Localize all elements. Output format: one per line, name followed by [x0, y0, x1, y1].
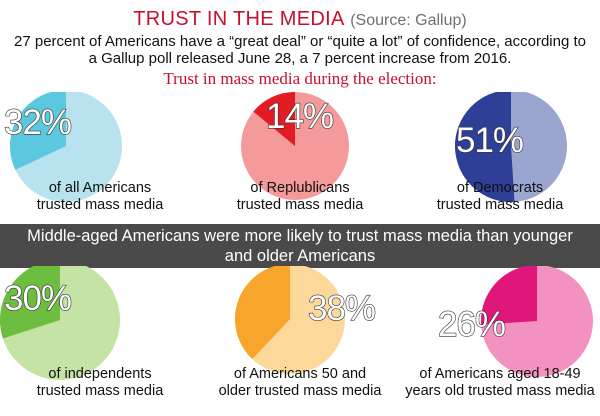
subtitle: 27 percent of Americans have a “great de… — [14, 33, 586, 67]
pie-caption-line: of Americans 50 and — [233, 366, 367, 382]
pie-caption-line: trusted mass media — [236, 197, 364, 213]
pie-caption-line: of Replublicans — [250, 180, 350, 196]
section-title: Trust in mass media during the election: — [163, 69, 437, 88]
pie-slice — [10, 92, 66, 170]
page-title: TRUST IN THE MEDIA — [133, 8, 345, 30]
infographic: TRUST IN THE MEDIA (Source: Gallup) 27 p… — [0, 0, 600, 399]
pie-slice — [253, 92, 295, 146]
pie-slice — [235, 266, 290, 360]
title-line: TRUST IN THE MEDIA (Source: Gallup) — [0, 8, 600, 32]
pie-caption-line: years old trusted mass media — [405, 383, 595, 399]
pie-caption-line: older trusted mass media — [218, 383, 382, 399]
pie-caption: of independents trusted mass media — [0, 366, 200, 400]
pie-caption: of Democrats trusted mass media — [400, 180, 600, 214]
pie-slice — [481, 266, 537, 325]
pie-caption-line: trusted mass media — [436, 197, 564, 213]
pie-panel: 26% of Americans aged 18-49 years old trus… — [400, 266, 600, 416]
pie-caption: of all Americans trusted mass media — [0, 180, 200, 214]
pie-caption-line: of all Americans — [48, 180, 152, 196]
pie-percent-label: 38% — [307, 289, 376, 328]
pie-percent-label: 14% — [265, 97, 334, 136]
pie-percent-label: 26% — [437, 305, 506, 344]
pie-slice — [0, 266, 60, 339]
pie-caption: of Replublicans trusted mass media — [200, 180, 400, 214]
pie-caption: of Americans 50 and older trusted mass me… — [200, 366, 400, 400]
pie-caption-line: trusted mass media — [36, 383, 164, 399]
pie-panel: 51% of Democrats trusted mass media — [400, 92, 600, 242]
pie-chart — [235, 266, 345, 374]
pie-chart — [10, 92, 122, 202]
pie-chart — [481, 266, 593, 377]
pie-percent-label: 32% — [3, 103, 72, 142]
pie-panel: 14% of Replublicans trusted mass media — [200, 92, 400, 242]
pie-caption-line: of independents — [48, 366, 152, 382]
pie-panel: 32% of all Americans trusted mass media — [0, 92, 200, 242]
band-text: Middle-aged Americans were more likely t… — [27, 227, 573, 265]
pie-percent-label: 30% — [3, 279, 72, 318]
pie-chart — [455, 92, 567, 202]
source-note: (Source: Gallup) — [350, 12, 467, 29]
pie-percent-label: 51% — [455, 121, 524, 160]
pie-panel: 30% of independents trusted mass media — [0, 266, 200, 416]
pie-caption-line: of Americans aged 18-49 — [419, 366, 581, 382]
pie-caption-line: trusted mass media — [36, 197, 164, 213]
pie-chart — [241, 92, 349, 200]
pie-caption: of Americans aged 18-49 years old trusted… — [400, 366, 600, 400]
pie-panel: 38% of Americans 50 and older trusted mass… — [200, 266, 400, 416]
middle-band: Middle-aged Americans were more likely t… — [0, 224, 600, 268]
pie-chart — [0, 266, 120, 380]
header: TRUST IN THE MEDIA (Source: Gallup) 27 p… — [0, 0, 600, 89]
pie-slice — [455, 92, 515, 202]
pie-caption-line: of Democrats — [456, 180, 544, 196]
